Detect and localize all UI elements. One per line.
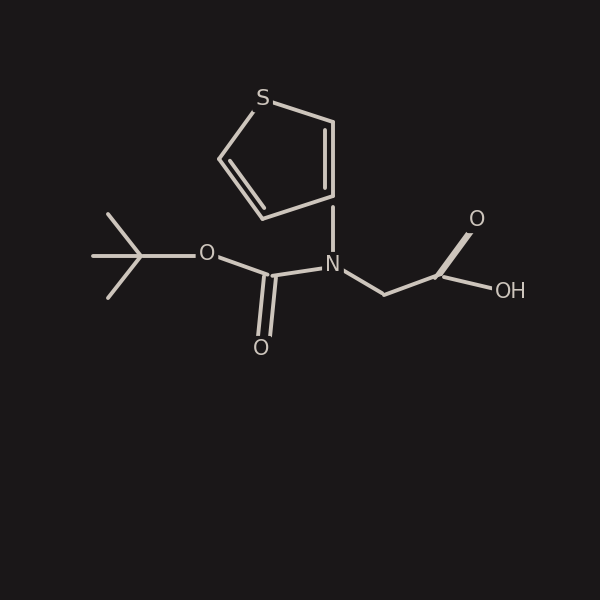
Text: O: O — [253, 339, 269, 359]
Text: O: O — [199, 244, 215, 264]
Text: OH: OH — [495, 282, 527, 302]
Text: O: O — [469, 210, 485, 230]
Text: N: N — [325, 255, 341, 275]
Text: S: S — [256, 89, 269, 109]
